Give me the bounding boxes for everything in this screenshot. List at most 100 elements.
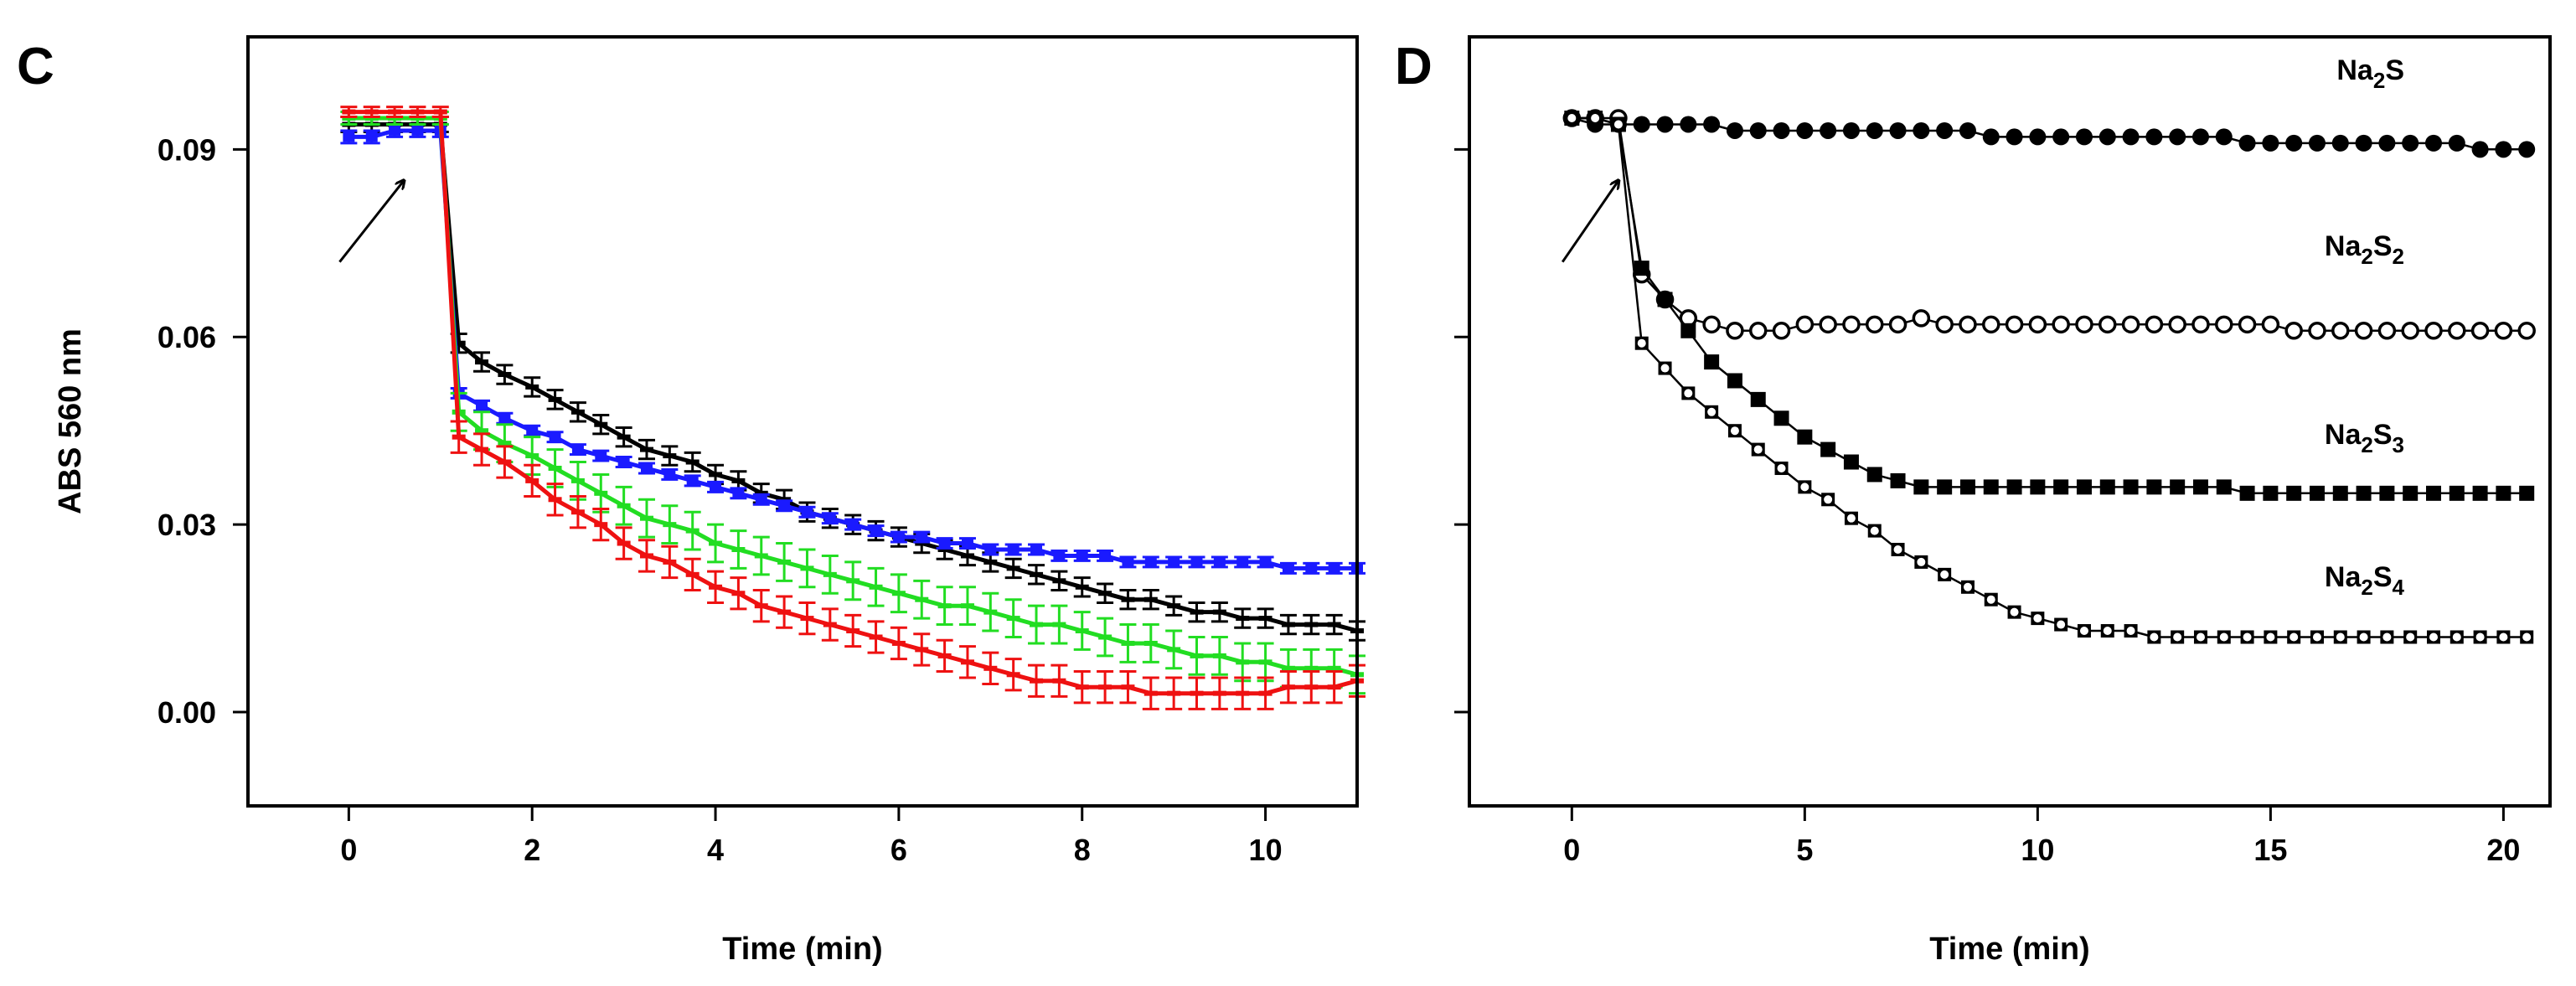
panel-d-series-0-point xyxy=(2262,134,2279,152)
panel-c-series-1-point xyxy=(549,431,561,442)
panel-d-series-3-point-hole xyxy=(2196,632,2205,642)
panel-d-series-2-point xyxy=(1750,391,1766,407)
panel-d-series-3-point-hole xyxy=(1893,545,1902,554)
panel-d-series-3-point-hole xyxy=(2429,632,2438,642)
panel-d-frame xyxy=(1468,35,2552,808)
panel-d-series-0-label: Na2S xyxy=(2336,54,2404,93)
panel-c-series-1-point xyxy=(1030,545,1043,555)
panel-c-y-tick-label: 0.06 xyxy=(157,320,216,354)
panel-c-series-2-point xyxy=(1052,622,1066,627)
panel-c-y-axis-title: ABS 560 nm xyxy=(53,328,88,514)
panel-c-series-1-point xyxy=(571,444,584,455)
panel-c-series-2-point xyxy=(663,522,677,528)
panel-d-series-0-point xyxy=(1820,121,1837,139)
panel-c-series-3-line xyxy=(348,110,1358,696)
panel-d-series-0-point xyxy=(1866,121,1883,139)
panel-c-x-axis-title: Time (min) xyxy=(722,932,882,967)
panel-d-series-0-point xyxy=(2191,128,2209,146)
panel-c-series-1-point xyxy=(938,538,951,549)
panel-d-series-1-point xyxy=(2145,315,2164,334)
panel-d-series-1-point xyxy=(2494,322,2513,340)
panel-d-series-3-point-hole xyxy=(2475,632,2485,642)
panel-c-series-3-point xyxy=(342,109,356,115)
panel-c-series-1-line xyxy=(348,128,1357,570)
panel-d-series-3-point-hole xyxy=(2150,632,2159,642)
panel-d-series-2-point xyxy=(2053,479,2069,495)
panel-d-series-2-point xyxy=(2496,485,2511,501)
panel-d-series-0-point xyxy=(1680,116,1697,133)
panel-c-series-3-point xyxy=(548,497,562,503)
panel-d-series-2-point xyxy=(1797,429,1813,445)
panel-c-series-1-point xyxy=(1259,556,1272,567)
panel-d-series-3-point-hole xyxy=(2289,632,2299,642)
panel-d-series-0-point xyxy=(1656,116,1674,133)
panel-c-series-0-point xyxy=(731,478,746,483)
panel-d-series-3-point-hole xyxy=(2033,614,2042,623)
panel-d-series-1-point xyxy=(2284,322,2303,340)
panel-d-series-2-point xyxy=(1680,323,1696,338)
panel-d-series-3-point-hole xyxy=(1917,557,1926,566)
panel-c-series-0-point xyxy=(475,359,489,365)
panel-d-series-1-point xyxy=(1819,315,1837,334)
panel-c-series-0-point xyxy=(983,559,998,565)
panel-c-series-1-point xyxy=(1305,563,1318,574)
panel-d-series-1-point xyxy=(2052,315,2070,334)
panel-c-series-3-point xyxy=(1052,678,1066,684)
panel-c-series-1-point xyxy=(1007,545,1020,555)
panel-c-series-2-point xyxy=(1212,653,1226,658)
panel-d-series-0-point xyxy=(2215,128,2233,146)
panel-c-series-2-point xyxy=(983,609,998,615)
panel-c-series-0-point xyxy=(1304,622,1319,627)
panel-c-series-2-point xyxy=(548,465,562,471)
panel-c-series-0-point xyxy=(1075,584,1089,590)
panel-d-series-3-point-hole xyxy=(2499,632,2508,642)
panel-d-series-0-point xyxy=(2471,141,2489,158)
panel-c-series-3-point xyxy=(1212,690,1226,696)
panel-c-series-1-point xyxy=(778,500,791,511)
panel-c-series-2-point xyxy=(594,490,608,496)
panel-c-series-3-point xyxy=(869,634,883,640)
panel-d-series-2-point xyxy=(2309,485,2325,501)
panel-c-series-2-point xyxy=(639,515,653,521)
panel-c-series-3-point xyxy=(410,109,425,115)
panel-d-series-2-point xyxy=(2263,485,2279,501)
panel-d-series-1-point xyxy=(2261,315,2280,334)
panel-d-series-3-point-hole xyxy=(2452,632,2461,642)
panel-d-series-3-point-hole xyxy=(2266,632,2275,642)
panel-c-series-3-point xyxy=(452,434,466,440)
panel-c-series-3-point xyxy=(364,109,379,115)
panel-c-series-0-point xyxy=(1281,622,1295,627)
panel-c-series-1-point xyxy=(847,519,860,530)
panel-d-series-2-point xyxy=(1727,373,1742,389)
panel-d-series-2-point xyxy=(2379,485,2395,501)
panel-c-series-2-point xyxy=(937,603,952,609)
panel-c-series-2-point xyxy=(1258,659,1273,665)
panel-c-series-0-point xyxy=(1258,616,1273,622)
panel-c-series-0-point xyxy=(1190,609,1204,615)
panel-c-series xyxy=(338,106,1365,710)
panel-d-series-0-point xyxy=(2052,128,2070,146)
panel-c: C 0 2 4 6 8 10 0.00 0.03 0.06 0.09 Time (min) ABS… xyxy=(17,35,1365,967)
panel-c-series-3-point xyxy=(594,522,608,528)
panel-c-series-0-point xyxy=(1327,622,1341,627)
panel-d-series-3-point-hole xyxy=(1660,364,1670,373)
panel-d-series-3-point-hole xyxy=(1591,114,1600,123)
panel-c-series-0-point xyxy=(709,472,723,478)
panel-c-series-0-point xyxy=(525,384,539,390)
panel-c-series-0-point xyxy=(594,421,608,427)
panel-d-series-0-point xyxy=(1726,121,1743,139)
panel-d-series-1-point xyxy=(1866,315,1884,334)
panel-c-series-1-point xyxy=(498,413,511,424)
panel-c-axes: 0 2 4 6 8 10 0.00 0.03 0.06 0.09 xyxy=(157,132,1283,867)
panel-c-series-2-point xyxy=(525,453,539,459)
panel-d-series-1-point xyxy=(2121,315,2140,334)
panel-d-series-0-point xyxy=(2238,134,2256,152)
panel-d-series-2-point xyxy=(2286,485,2302,501)
panel-d-series-3-point-hole xyxy=(2219,632,2228,642)
panel-c-series-0-point xyxy=(1098,591,1112,596)
panel-d-series-3-point-hole xyxy=(1567,114,1577,123)
panel-c-series-0-point xyxy=(452,340,466,346)
panel-c-series-3-point xyxy=(709,584,723,590)
panel-d-series-2-point xyxy=(2030,479,2046,495)
panel-d-series-2-point xyxy=(1983,479,1999,495)
